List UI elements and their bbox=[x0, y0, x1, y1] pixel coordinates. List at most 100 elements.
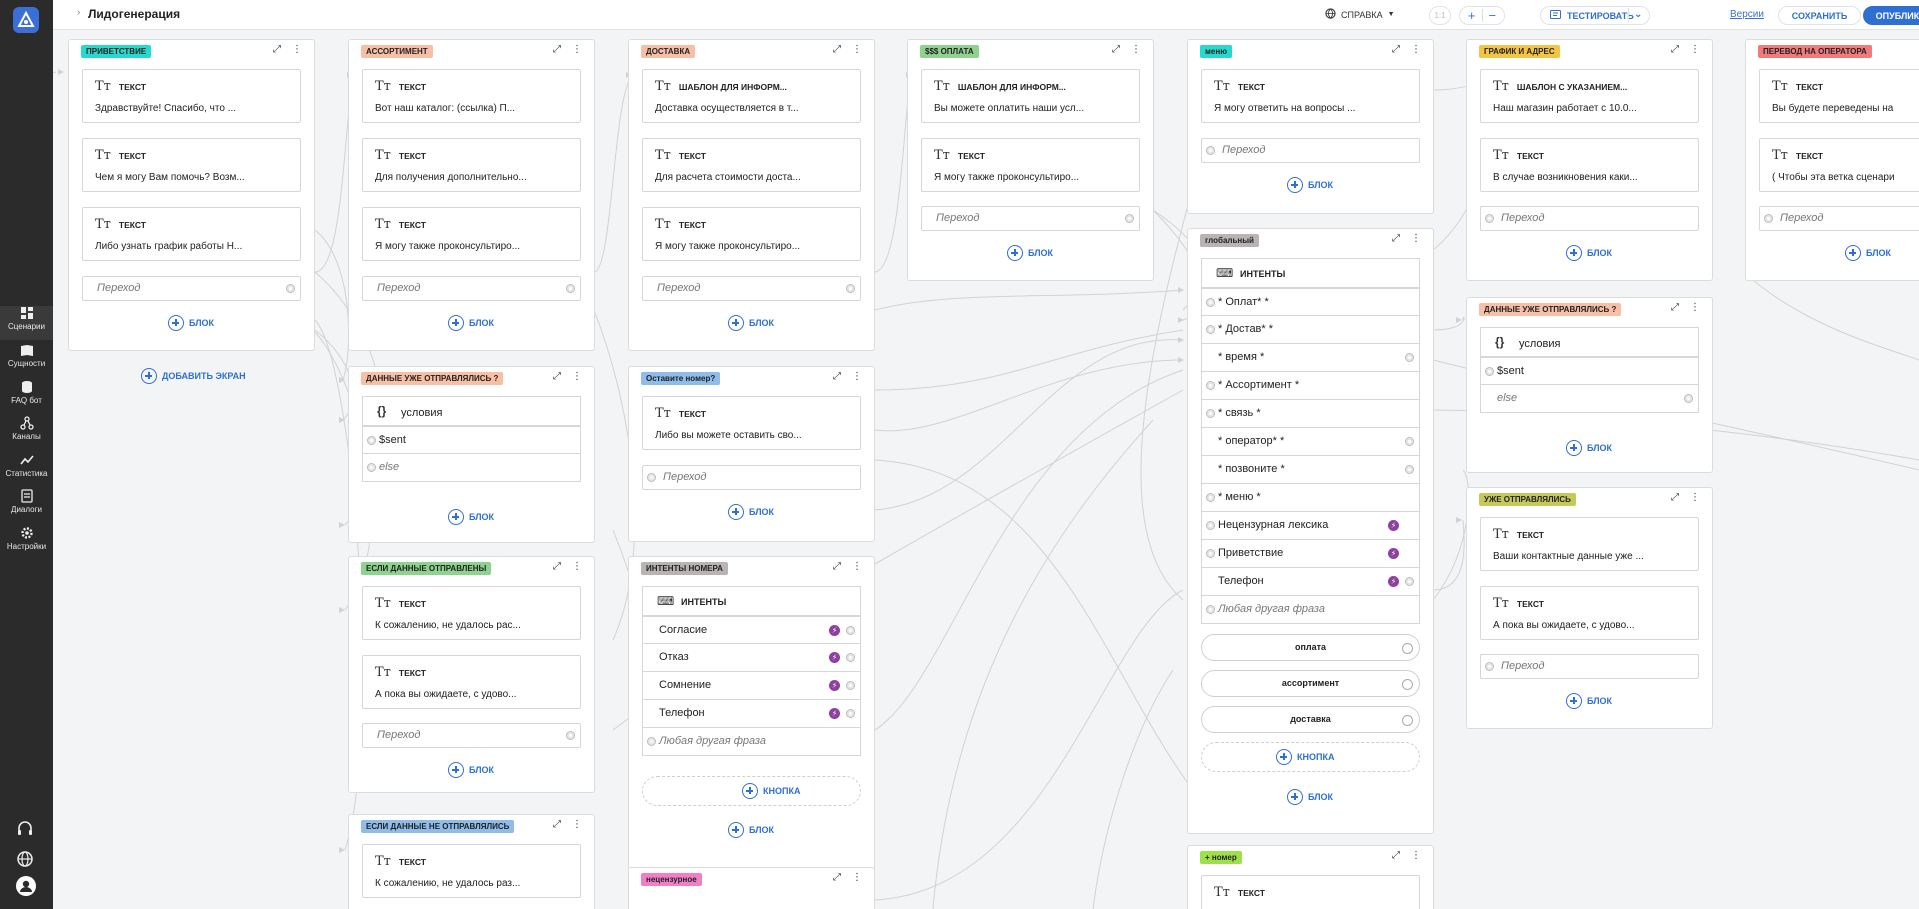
card-tag[interactable]: ДОСТАВКА bbox=[641, 45, 696, 58]
more-icon[interactable]: ⋮ bbox=[852, 561, 862, 572]
connector-dot[interactable] bbox=[566, 731, 575, 740]
more-icon[interactable]: ⋮ bbox=[852, 371, 862, 382]
connector-dot[interactable] bbox=[286, 284, 295, 293]
more-icon[interactable]: ⋮ bbox=[852, 872, 862, 883]
list-row[interactable]: * связь * bbox=[1201, 400, 1420, 428]
connector-dot[interactable] bbox=[1206, 146, 1215, 155]
expand-icon[interactable]: ⤢ bbox=[553, 561, 561, 572]
expand-icon[interactable]: ⤢ bbox=[1671, 492, 1679, 503]
list-row[interactable]: * Оплат* * bbox=[1201, 288, 1420, 316]
list-row[interactable]: Нецензурная лексика ⚡ bbox=[1201, 512, 1420, 540]
headset-icon[interactable] bbox=[16, 820, 36, 840]
connector-dot[interactable] bbox=[846, 284, 855, 293]
card-tag[interactable]: Оставите номер? bbox=[641, 372, 721, 385]
flow-card[interactable]: $$$ ОПЛАТА ⤢ ⋮ Tт ШАБЛОН ДЛЯ ИНФОРМ... Вы мож… bbox=[907, 39, 1154, 281]
flow-card[interactable]: ПЕРЕВОД НА ОПЕРАТОРА⤢⋮ Tт ТЕКСТ Вы будете п… bbox=[1745, 39, 1919, 281]
flow-card[interactable]: нецензурное ⤢ ⋮ bbox=[628, 867, 875, 909]
expand-icon[interactable]: ⤢ bbox=[1392, 233, 1400, 244]
card-tag[interactable]: ПЕРЕВОД НА ОПЕРАТОРА bbox=[1758, 45, 1872, 58]
text-block[interactable]: Tт ТЕКСТ Либо вы можете оставить сво... bbox=[642, 396, 861, 450]
connector-dot[interactable] bbox=[367, 463, 376, 472]
add-block-button[interactable]: КНОПКА bbox=[742, 783, 800, 799]
avatar[interactable] bbox=[16, 876, 36, 896]
card-tag[interactable]: $$$ ОПЛАТА bbox=[920, 45, 979, 58]
list-row[interactable]: $sent bbox=[1480, 357, 1699, 385]
connector-dot[interactable] bbox=[1405, 465, 1414, 474]
expand-icon[interactable]: ⤢ bbox=[833, 561, 841, 572]
expand-icon[interactable]: ⤢ bbox=[553, 371, 561, 382]
versions-link[interactable]: Версии bbox=[1730, 9, 1764, 20]
text-block[interactable]: Tт ШАБЛОН С УКАЗАНИЕМ... Наш магазин работ… bbox=[1480, 69, 1699, 123]
add-block-button[interactable]: БЛОК bbox=[1287, 177, 1333, 193]
more-icon[interactable]: ⋮ bbox=[1411, 233, 1421, 244]
connector-dot[interactable] bbox=[1206, 521, 1215, 530]
text-block[interactable]: Tт ШАБЛОН ДЛЯ ИНФОРМ... Вы можете оплатить… bbox=[921, 69, 1140, 123]
connector-dot[interactable] bbox=[1206, 381, 1215, 390]
list-row[interactable]: Любая другая фраза bbox=[642, 728, 861, 756]
expand-icon[interactable]: ⤢ bbox=[1392, 44, 1400, 55]
list-row[interactable]: Телефон ⚡ bbox=[1201, 568, 1420, 596]
transition-field[interactable]: Переход bbox=[362, 723, 581, 748]
connector-dot[interactable] bbox=[1206, 549, 1215, 558]
add-block-button[interactable]: КНОПКА bbox=[1276, 749, 1334, 765]
list-row[interactable]: * Достав* * bbox=[1201, 316, 1420, 344]
list-row[interactable]: * время * bbox=[1201, 344, 1420, 372]
flow-card[interactable]: глобальный ⤢ ⋮ ⌨ ИНТЕНТЫ * Оплат* * * Достав* … bbox=[1187, 228, 1434, 834]
text-block[interactable]: Tт ТЕКСТ ( Чтобы эта ветка сценари bbox=[1759, 138, 1919, 192]
text-block[interactable]: Tт ТЕКСТ Для получения дополнительно... bbox=[362, 138, 581, 192]
add-block-button[interactable]: БЛОК bbox=[1007, 245, 1053, 261]
expand-icon[interactable]: ⤢ bbox=[553, 44, 561, 55]
sidebar-item-statistics[interactable]: Статистика bbox=[0, 453, 53, 487]
transition-field[interactable]: Переход bbox=[921, 206, 1140, 231]
list-row[interactable]: * Ассортимент * bbox=[1201, 372, 1420, 400]
text-block[interactable]: Tт ШАБЛОН ДЛЯ ИНФОРМ... Доставка осуществл… bbox=[642, 69, 861, 123]
transition-field[interactable]: Переход bbox=[362, 276, 581, 301]
add-block-button[interactable]: БЛОК bbox=[448, 509, 494, 525]
add-button-slot[interactable] bbox=[1201, 742, 1420, 772]
text-block[interactable]: Tт ТЕКСТ Я могу также проконсультиро... bbox=[362, 207, 581, 261]
flow-card[interactable]: ИНТЕНТЫ НОМЕРА ⤢ ⋮ ⌨ ИНТЕНТЫ Согласие ⚡ Отказ ⚡ С… bbox=[628, 556, 875, 883]
test-button[interactable]: ТЕСТИРОВАТЬ ⌄ bbox=[1540, 6, 1650, 25]
connector-dot[interactable] bbox=[1405, 437, 1414, 446]
connector-dot[interactable] bbox=[846, 709, 855, 718]
transition-field[interactable]: Переход bbox=[1759, 206, 1919, 231]
zoom-out-button[interactable]: − bbox=[1488, 8, 1497, 23]
add-block-button[interactable]: БЛОК bbox=[1845, 245, 1891, 261]
flow-card[interactable]: УЖЕ ОТПРАВЛЯЛИСЬ ⤢ ⋮ Tт ТЕКСТ Ваши контактные… bbox=[1466, 487, 1713, 729]
more-icon[interactable]: ⋮ bbox=[1131, 44, 1141, 55]
list-row[interactable]: Согласие ⚡ bbox=[642, 616, 861, 644]
sidebar-item-channels[interactable]: Каналы bbox=[0, 416, 53, 450]
flow-card[interactable]: ДАННЫЕ УЖЕ ОТПРАВЛЯЛИСЬ ? ⤢ ⋮{} условия $sen… bbox=[348, 366, 595, 543]
connector-dot[interactable] bbox=[367, 436, 376, 445]
quick-reply-button[interactable]: оплата bbox=[1201, 634, 1420, 661]
connector-dot[interactable] bbox=[1125, 214, 1134, 223]
connector-dot[interactable] bbox=[1206, 493, 1215, 502]
connector-dot[interactable] bbox=[1485, 214, 1494, 223]
more-icon[interactable]: ⋮ bbox=[572, 819, 582, 830]
text-block[interactable]: Tт ТЕКСТ К сожалению, не удалось раз... bbox=[362, 844, 581, 898]
more-icon[interactable]: ⋮ bbox=[292, 44, 302, 55]
transition-field[interactable]: Переход bbox=[642, 276, 861, 301]
connector-dot[interactable] bbox=[846, 626, 855, 635]
sidebar-item-faq[interactable]: FAQ бот bbox=[0, 380, 53, 414]
flow-card[interactable]: ПРИВЕТСТВИЕ ⤢ ⋮ Tт ТЕКСТ Здравствуйте! Спасиб… bbox=[68, 39, 315, 351]
card-tag[interactable]: ДАННЫЕ УЖЕ ОТПРАВЛЯЛИСЬ ? bbox=[1479, 303, 1622, 316]
text-block[interactable]: Tт ТЕКСТ Вот наш каталог: (ссылка) П... bbox=[362, 69, 581, 123]
text-block[interactable]: Tт ТЕКСТ Я могу также проконсультиро... bbox=[921, 138, 1140, 192]
connector-dot[interactable] bbox=[647, 737, 656, 746]
text-block[interactable]: Tт ТЕКСТ Чем я могу Вам помочь? Возм... bbox=[82, 138, 301, 192]
globe-icon[interactable] bbox=[16, 850, 36, 870]
transition-field[interactable]: Переход bbox=[82, 276, 301, 301]
connector-dot[interactable] bbox=[647, 473, 656, 482]
connector-dot[interactable] bbox=[1684, 394, 1693, 403]
expand-icon[interactable]: ⤢ bbox=[1671, 44, 1679, 55]
text-block[interactable]: Tт ТЕКСТ Вы будете переведены на bbox=[1759, 69, 1919, 123]
add-block-button[interactable]: БЛОК bbox=[1566, 245, 1612, 261]
text-block[interactable]: Tт ТЕКСТ Либо узнать график работы Н... bbox=[82, 207, 301, 261]
connector-dot[interactable] bbox=[566, 284, 575, 293]
card-tag[interactable]: ИНТЕНТЫ НОМЕРА bbox=[641, 562, 728, 575]
list-row[interactable]: else bbox=[362, 454, 581, 482]
add-block-button[interactable]: БЛОК bbox=[1566, 693, 1612, 709]
list-row[interactable]: else bbox=[1480, 385, 1699, 413]
expand-icon[interactable]: ⤢ bbox=[833, 371, 841, 382]
